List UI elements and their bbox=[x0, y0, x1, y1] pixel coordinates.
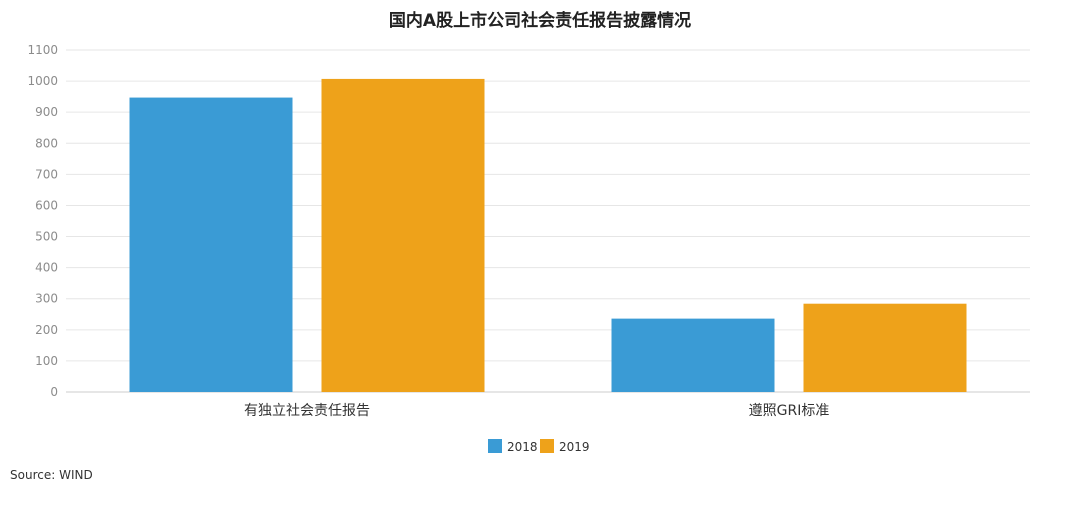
legend-item-2018[interactable]: 2018 bbox=[488, 439, 538, 454]
y-tick-label: 1100 bbox=[27, 43, 58, 57]
y-tick-label: 500 bbox=[35, 230, 58, 244]
y-tick-label: 300 bbox=[35, 292, 58, 306]
y-tick-label: 800 bbox=[35, 136, 58, 150]
bar-2018-1[interactable] bbox=[129, 97, 293, 392]
bars-layer bbox=[129, 78, 967, 392]
source-note: Source: WIND bbox=[10, 468, 93, 482]
y-tick-label: 100 bbox=[35, 354, 58, 368]
bar-2019-2[interactable] bbox=[803, 303, 967, 392]
legend-label: 2018 bbox=[507, 440, 538, 454]
legend-swatch bbox=[488, 439, 502, 453]
y-tick-label: 700 bbox=[35, 167, 58, 181]
legend: 2018 2019 bbox=[488, 439, 590, 454]
legend-item-2019[interactable]: 2019 bbox=[540, 439, 590, 454]
legend-swatch bbox=[540, 439, 554, 453]
bar-2018-2[interactable] bbox=[611, 318, 775, 392]
x-category-label: 遵照GRI标准 bbox=[749, 402, 830, 419]
y-tick-label: 200 bbox=[35, 323, 58, 337]
y-tick-label: 600 bbox=[35, 198, 58, 212]
chart-title: 国内A股上市公司社会责任报告披露情况 bbox=[389, 10, 691, 31]
y-tick-label: 0 bbox=[50, 385, 58, 399]
legend-label: 2019 bbox=[559, 440, 590, 454]
y-axis: 0 100 200 300 400 500 600 700 800 900 1000 1100 bbox=[27, 43, 58, 399]
y-tick-label: 400 bbox=[35, 261, 58, 275]
x-axis: 有独立社会责任报告 遵照GRI标准 bbox=[244, 402, 829, 419]
x-category-label: 有独立社会责任报告 bbox=[244, 403, 370, 419]
y-tick-label: 1000 bbox=[27, 74, 58, 88]
bar-2019-1[interactable] bbox=[321, 78, 485, 392]
y-tick-label: 900 bbox=[35, 105, 58, 119]
